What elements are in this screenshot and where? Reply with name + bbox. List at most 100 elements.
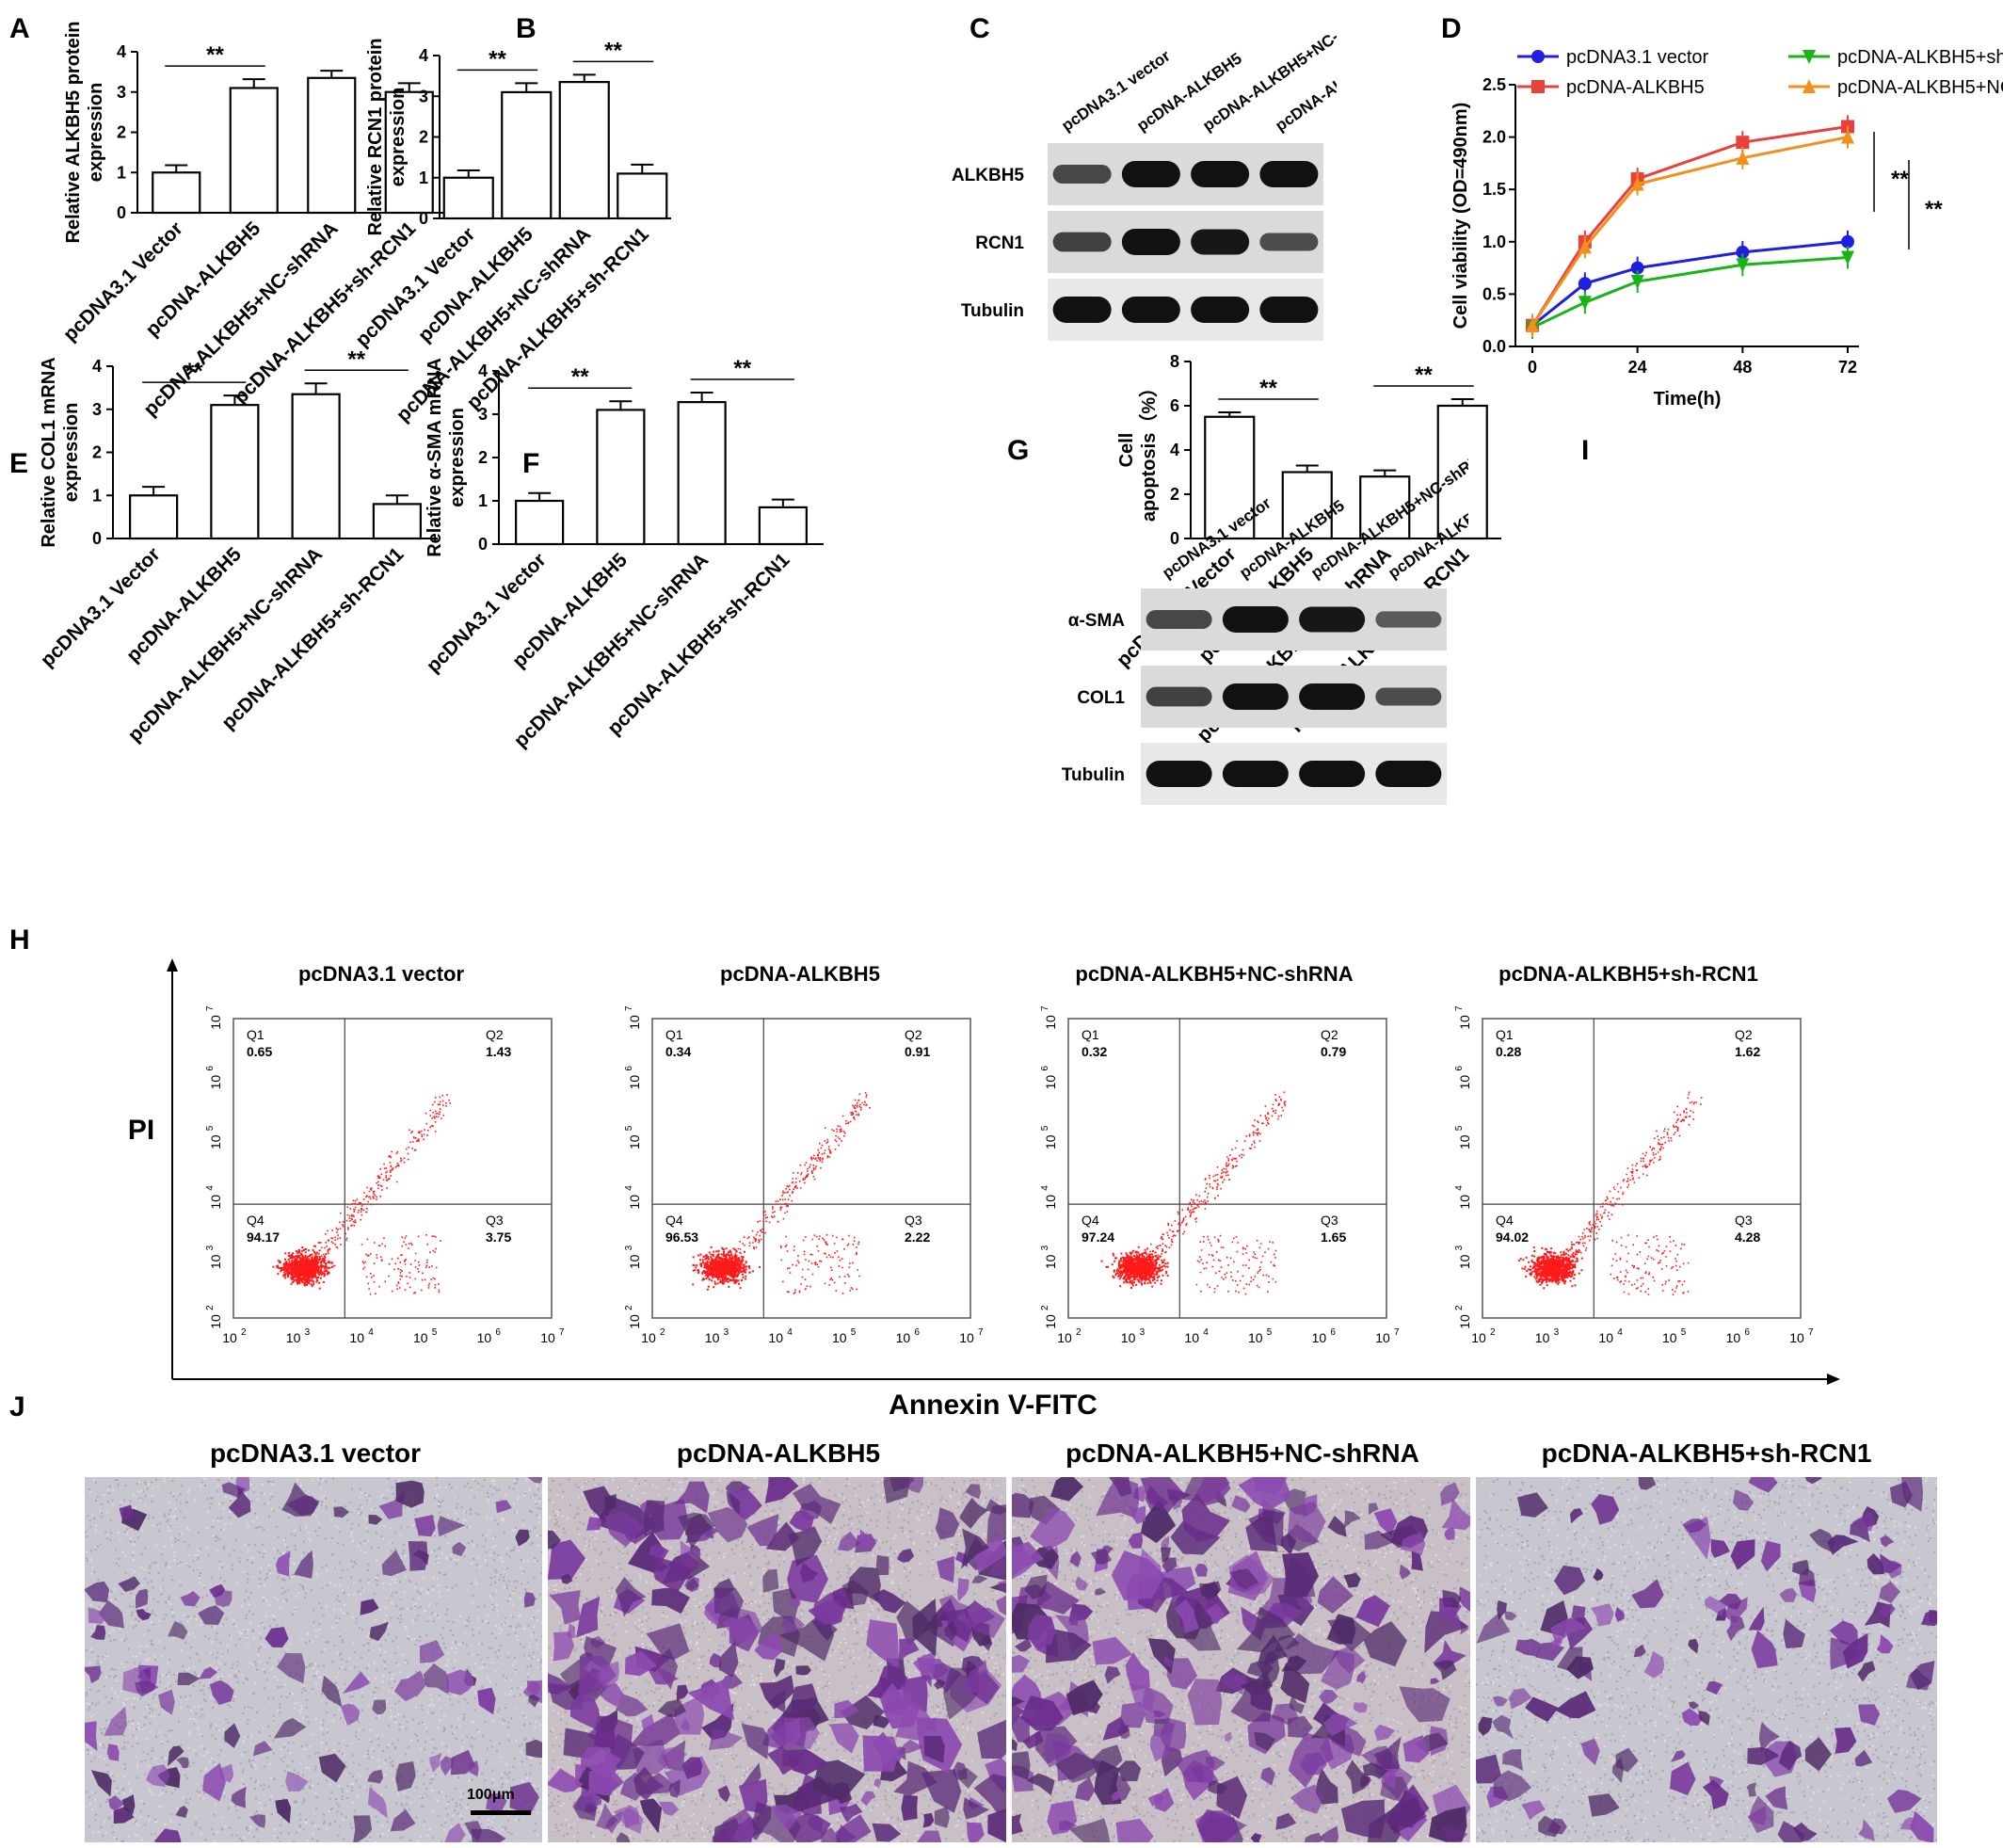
stained-cell (1161, 1535, 1169, 1550)
x-tick-label: 10 (1471, 1330, 1486, 1345)
x-tick-label: 72 (1838, 358, 1857, 377)
data-point (1526, 317, 1539, 332)
stained-cell (1181, 1493, 1231, 1542)
stained-cell (808, 1600, 843, 1626)
stained-cell (1161, 1547, 1172, 1564)
stained-cell (1059, 1820, 1078, 1831)
stained-cell (437, 1516, 466, 1537)
bar (596, 409, 646, 546)
y-tick-label: 10 (208, 1134, 223, 1149)
significance-marker: ** (1259, 376, 1277, 401)
stained-cell (231, 1786, 247, 1808)
x-tick-label: 10 (1057, 1330, 1072, 1345)
stained-cell (717, 1785, 730, 1803)
stained-cell (1373, 1724, 1396, 1742)
stained-cell (917, 1830, 942, 1842)
stained-cell (1104, 1665, 1121, 1684)
stained-cell (1516, 1492, 1548, 1518)
stained-cell (897, 1739, 924, 1755)
protein-band (1299, 683, 1366, 710)
x-tick-label: 10 (1312, 1330, 1327, 1345)
x-tick-label: 10 (1248, 1330, 1263, 1345)
bar (501, 90, 553, 220)
quadrant-percent: 0.79 (1321, 1044, 1346, 1059)
stained-cell (789, 1510, 814, 1534)
stained-cell (1272, 1703, 1299, 1726)
stained-cell (880, 1682, 921, 1729)
protein-band (1052, 165, 1112, 184)
stained-cell (202, 1762, 226, 1802)
stained-cell (1036, 1581, 1080, 1615)
stained-cell (1476, 1613, 1511, 1644)
stained-cell (553, 1631, 574, 1662)
quadrant-name: Q3 (1735, 1213, 1753, 1228)
y-tick-label: 0 (419, 209, 428, 228)
micrograph-4 (1476, 1477, 1937, 1842)
stained-cell (523, 1592, 536, 1608)
legend-label: pcDNA-ALKBH5 (1566, 77, 1705, 98)
stained-cell (1024, 1574, 1048, 1600)
y-tick-exponent: 7 (1040, 1005, 1050, 1011)
quadrant-percent: 96.53 (665, 1229, 698, 1245)
stained-cell (971, 1575, 988, 1583)
protein-band (1375, 761, 1442, 787)
micrograph-texture (1476, 1477, 1937, 1842)
stained-cell (176, 1757, 189, 1769)
x-tick-exponent: 6 (914, 1327, 920, 1338)
y-tick-label: 10 (208, 1314, 223, 1329)
y-tick-label-group: 10 7 (624, 1005, 642, 1030)
x-tick-exponent: 3 (724, 1327, 729, 1338)
protein-band (1052, 232, 1112, 252)
stained-cell (1726, 1615, 1745, 1642)
stained-cell (1566, 1656, 1594, 1679)
y-axis-label: Relative α-SMA mRNA expression (425, 358, 468, 557)
y-axis-label-line2: expression (388, 88, 409, 187)
y-tick-exponent: 5 (205, 1125, 216, 1131)
y-tick-label: 0 (1170, 529, 1179, 548)
protein-band (1259, 161, 1319, 187)
stained-cell (596, 1803, 618, 1830)
stained-cell (1238, 1477, 1292, 1509)
panel-letter-a: A (9, 13, 30, 44)
protein-label: Tubulin (961, 301, 1024, 321)
y-tick-exponent: 6 (1040, 1066, 1050, 1071)
stained-cell (390, 1808, 416, 1832)
stained-cell (1012, 1751, 1031, 1780)
y-tick-label: 10 (1043, 1254, 1058, 1269)
protein-label: COL1 (1077, 688, 1125, 708)
stained-cell (121, 1794, 136, 1815)
y-tick-label: 10 (1043, 1314, 1058, 1329)
stained-cell (1319, 1689, 1338, 1705)
y-tick-label: 3 (117, 83, 126, 102)
quadrant-percent: 0.91 (905, 1044, 930, 1059)
stained-cell (649, 1553, 693, 1594)
stained-cell (615, 1577, 647, 1617)
stained-cell (1444, 1527, 1455, 1540)
stained-cell (1521, 1800, 1546, 1821)
x-tick-label: 0 (1528, 358, 1537, 377)
y-tick-exponent: 5 (1040, 1125, 1050, 1131)
quadrant-name: Q1 (1496, 1027, 1514, 1042)
data-point (1841, 250, 1854, 265)
panel-letter-b: B (516, 13, 537, 44)
y-axis-label-line1: Cell (1116, 433, 1137, 468)
flow-plot-title: pcDNA3.1 vector (298, 962, 465, 986)
stained-cell (1633, 1644, 1646, 1658)
stained-cell (866, 1619, 899, 1670)
stained-cell (90, 1770, 112, 1797)
y-tick-label: 10 (208, 1195, 223, 1210)
stained-cell (136, 1588, 149, 1609)
y-tick-exponent: 7 (205, 1005, 216, 1011)
x-tick-label: 48 (1733, 358, 1752, 377)
protein-label: α-SMA (1068, 611, 1126, 631)
stained-cell (1304, 1832, 1323, 1842)
stained-cell (795, 1665, 811, 1676)
stained-cell (873, 1777, 882, 1789)
western-blot-c: pcDNA3.1 vectorpcDNA-ALKBH5pcDNA-ALKBH5+… (952, 0, 1337, 341)
x-tick-label: 10 (896, 1330, 911, 1345)
stained-cell (1515, 1638, 1543, 1657)
stained-cell (1296, 1594, 1313, 1609)
stained-cell (1111, 1790, 1122, 1802)
